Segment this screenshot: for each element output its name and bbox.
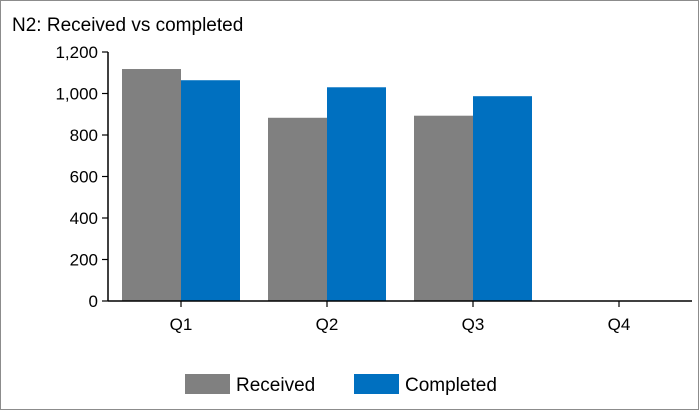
bar-completed-q1 [181,80,240,301]
legend-swatch-completed [354,374,399,394]
x-tick-label: Q4 [608,315,631,334]
legend: Received Completed [185,374,497,396]
bar-received-q3 [414,115,473,301]
y-tick-label: 1,200 [55,43,98,62]
bars-group [122,69,532,302]
bar-completed-q3 [473,96,532,301]
bar-received-q2 [268,117,327,301]
y-tick-label: 0 [89,292,98,311]
y-tick-label: 400 [70,209,98,228]
chart-title: N2: Received vs completed [12,15,244,36]
x-tick-label: Q1 [170,315,193,334]
bar-received-q1 [122,69,181,301]
legend-label-received: Received [236,375,315,396]
y-tick-label: 600 [70,168,98,187]
y-tick-label: 1,000 [55,85,98,104]
axes-group: 0 200 400 600 800 1,000 1,200 Q1 Q2 Q3 Q4 [55,43,692,334]
y-tick-label: 800 [70,126,98,145]
y-tick-label: 200 [70,251,98,270]
bar-completed-q2 [327,87,386,302]
legend-swatch-received [185,374,230,394]
x-tick-label: Q2 [316,315,339,334]
x-tick-label: Q3 [462,315,485,334]
legend-label-completed: Completed [405,375,497,396]
